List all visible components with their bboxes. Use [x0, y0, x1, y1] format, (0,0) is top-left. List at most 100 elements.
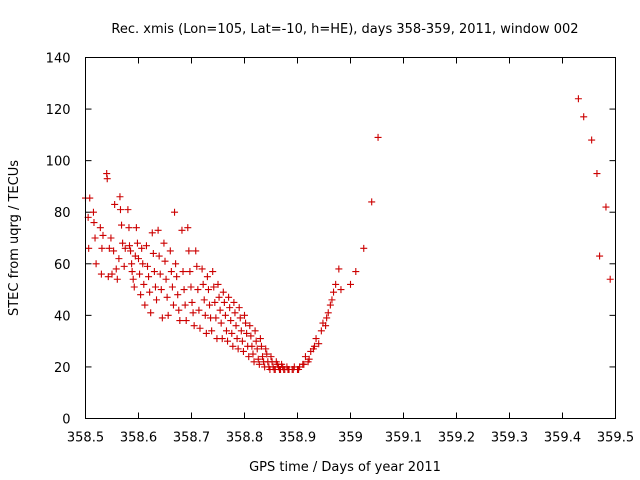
data-point — [352, 268, 360, 276]
data-point — [231, 309, 239, 317]
data-point — [243, 329, 251, 337]
data-point — [596, 252, 604, 260]
data-point — [89, 208, 97, 216]
data-point — [194, 286, 202, 294]
data-point — [310, 342, 318, 350]
data-point — [185, 247, 193, 255]
data-point — [132, 224, 140, 232]
data-point — [204, 286, 212, 294]
data-point — [210, 283, 218, 291]
data-point — [130, 283, 138, 291]
data-point — [140, 280, 148, 288]
data-point — [332, 280, 340, 288]
data-point — [190, 322, 198, 330]
data-point — [105, 244, 113, 252]
data-point — [91, 234, 99, 242]
x-tick-label: 358.5 — [67, 431, 104, 446]
data-point — [193, 262, 201, 270]
data-point — [104, 273, 112, 281]
data-point — [337, 286, 345, 294]
data-point — [145, 273, 153, 281]
data-point — [118, 221, 126, 229]
data-point — [201, 311, 209, 319]
x-tick-label: 358.8 — [226, 431, 263, 446]
data-point — [259, 353, 267, 361]
data-point — [142, 242, 150, 250]
data-point — [203, 273, 211, 281]
data-point — [255, 360, 263, 368]
data-point — [111, 200, 119, 208]
data-point — [368, 198, 376, 206]
data-point — [163, 293, 171, 301]
data-point — [256, 335, 264, 343]
y-tick-label: 100 — [46, 155, 71, 170]
data-point — [168, 283, 176, 291]
data-point — [129, 275, 137, 283]
data-point — [300, 360, 308, 368]
data-point — [226, 304, 234, 312]
x-tick-label: 358.9 — [279, 431, 316, 446]
data-point — [157, 286, 165, 294]
data-point — [125, 242, 133, 250]
data-point — [323, 314, 331, 322]
data-point — [219, 288, 227, 296]
data-point — [238, 337, 246, 345]
data-point — [217, 319, 225, 327]
data-point — [324, 309, 332, 317]
y-tick-label: 40 — [54, 309, 71, 324]
data-point — [184, 224, 192, 232]
data-point — [233, 335, 241, 343]
data-point — [121, 244, 129, 252]
data-point — [187, 283, 195, 291]
data-point — [169, 301, 177, 309]
data-point — [182, 317, 190, 325]
data-point — [360, 244, 368, 252]
chart-title: Rec. xmis (Lon=105, Lat=-10, h=HE), days… — [111, 22, 578, 37]
data-point — [195, 306, 203, 314]
data-point — [602, 203, 610, 211]
data-point — [172, 260, 180, 268]
data-point — [232, 322, 240, 330]
data-point — [151, 283, 159, 291]
data-point — [225, 293, 233, 301]
data-point — [301, 353, 309, 361]
x-tick-labels: 358.5 358.6 358.7 358.8 358.9 359 359.1 359.2 35… — [67, 431, 634, 446]
x-tick-label: 359.5 — [597, 431, 634, 446]
data-point — [305, 355, 313, 363]
data-point — [178, 226, 186, 234]
data-point — [125, 224, 133, 232]
data-point — [580, 113, 588, 121]
data-point — [246, 322, 254, 330]
data-point — [124, 206, 132, 214]
data-point — [237, 327, 245, 335]
data-point — [234, 345, 242, 353]
x-tick-label: 358.7 — [173, 431, 210, 446]
data-point — [128, 260, 136, 268]
data-point — [160, 239, 168, 247]
data-point — [229, 342, 237, 350]
data-point — [236, 314, 244, 322]
y-tick-label: 140 — [46, 52, 71, 67]
data-point — [208, 327, 216, 335]
data-point — [247, 332, 255, 340]
data-point — [90, 219, 98, 227]
data-point — [606, 275, 614, 283]
data-point — [252, 337, 260, 345]
data-point — [97, 270, 105, 278]
data-point — [116, 193, 124, 201]
data-point — [257, 342, 265, 350]
x-tick-label: 358.6 — [120, 431, 157, 446]
data-point — [115, 255, 123, 263]
data-point — [235, 304, 243, 312]
x-tick-label: 359.2 — [438, 431, 475, 446]
data-point — [188, 298, 196, 306]
data-point — [588, 136, 596, 144]
data-point — [241, 311, 248, 319]
data-point — [153, 296, 161, 304]
data-point — [171, 208, 179, 216]
y-tick-label: 60 — [54, 258, 71, 273]
data-point — [192, 247, 200, 255]
data-point — [135, 255, 142, 263]
data-point — [133, 239, 141, 247]
data-point — [312, 335, 320, 343]
